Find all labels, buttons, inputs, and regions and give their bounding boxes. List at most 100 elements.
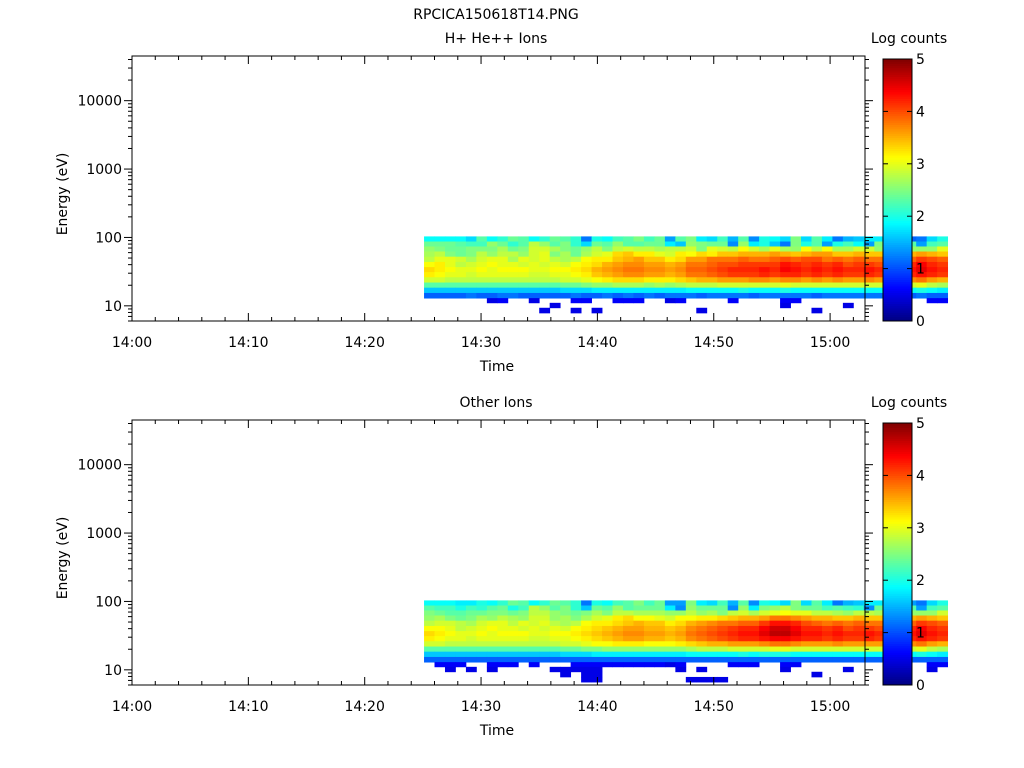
colorbar-segment [883,573,912,577]
heatmap-cell [591,251,603,258]
heatmap-cell [465,261,477,268]
heatmap-cell [528,241,540,247]
heatmap-cell [926,646,938,653]
colorbar-segment [883,632,912,636]
heatmap-cell [937,287,949,294]
heatmap-cell [675,662,687,668]
heatmap-cell [602,236,613,242]
heatmap-cell [727,656,739,663]
heatmap-cell [622,641,634,647]
heatmap-cell [424,651,435,658]
heatmap-cell [780,666,791,673]
colorbar-segment [883,205,912,208]
heatmap-cell [664,605,676,611]
heatmap-cell [685,636,697,642]
heatmap-cell [863,631,875,637]
heatmap-cell [759,277,770,283]
heatmap-cell [633,641,645,647]
heatmap-cell [759,241,770,247]
heatmap-cell [842,287,854,294]
heatmap-cell [602,251,613,258]
colorbar-segment [883,133,912,136]
heatmap-cell [455,631,467,637]
heatmap-cell [612,662,624,668]
heatmap-cell [465,636,477,642]
heatmap-cell [539,600,551,606]
heatmap-cell [486,287,498,294]
heatmap-cell [780,246,791,252]
heatmap-cell [643,646,655,653]
heatmap-cell [570,236,582,242]
heatmap-cell [821,615,833,622]
heatmap-cell [832,267,844,273]
colorbar-segment [883,207,912,211]
heatmap-cell [759,292,770,299]
heatmap-cell [654,636,666,642]
heatmap-cell [518,267,530,273]
heatmap-cell [916,282,928,289]
heatmap-cell [706,277,718,283]
heatmap-cell [874,272,886,278]
heatmap-cell [444,600,456,606]
colorbar-segment [883,560,912,564]
y-tick-label: 1000 [86,162,122,178]
colorbar-segment [883,216,912,219]
heatmap-cell [664,651,676,658]
heatmap-cell [654,256,666,263]
heatmap-cell [570,605,582,611]
heatmap-cell [528,236,540,242]
heatmap-cell [664,600,676,606]
heatmap-cell [560,277,572,283]
heatmap-cell [476,241,488,247]
colorbar-segment [883,645,912,649]
colorbar-segment [883,231,912,235]
y-tick-label: 10000 [77,94,122,110]
colorbar-segment [883,479,912,483]
heatmap-cell [821,651,833,658]
heatmap-cell [424,261,435,268]
colorbar-segment [883,80,912,84]
heatmap-cell [874,620,886,627]
heatmap-cell [455,251,467,258]
heatmap-cell [444,261,456,268]
heatmap-cell [434,600,446,606]
colorbar-segment [883,270,912,274]
heatmap-cell [424,600,435,606]
heatmap-cell [863,282,875,289]
heatmap-cell [549,302,561,309]
heatmap-cell [780,282,791,289]
heatmap-cell [727,625,739,632]
heatmap-cell [602,267,613,273]
heatmap-cell [748,646,760,653]
colorbar-segment [883,447,912,450]
heatmap-cell [622,605,634,611]
heatmap-cell [727,261,739,268]
heatmap-cell [863,272,875,278]
heatmap-cell [486,292,498,299]
heatmap-cell [570,641,582,647]
heatmap-cell [801,282,812,289]
colorbar-segment [883,152,912,156]
heatmap-cell [465,610,477,616]
heatmap-cell [497,282,509,289]
heatmap-cell [643,287,655,294]
heatmap-cell [465,631,477,637]
colorbar-segment [883,305,912,309]
heatmap-cell [455,610,467,616]
heatmap-cell [612,625,624,632]
heatmap-cell [560,671,572,678]
heatmap-cell [539,615,551,622]
heatmap-cell [497,620,509,627]
heatmap-cell [863,292,875,299]
heatmap-cell [486,620,498,627]
heatmap-cell [842,631,854,637]
heatmap-cell [643,251,655,258]
heatmap-cell [727,615,739,622]
heatmap-cell [717,241,729,247]
heatmap-cell [549,631,561,637]
heatmap-cell [581,277,592,283]
heatmap-cell [476,272,488,278]
heatmap-cell [528,662,540,668]
heatmap-cell [602,282,613,289]
heatmap-cell [518,287,530,294]
